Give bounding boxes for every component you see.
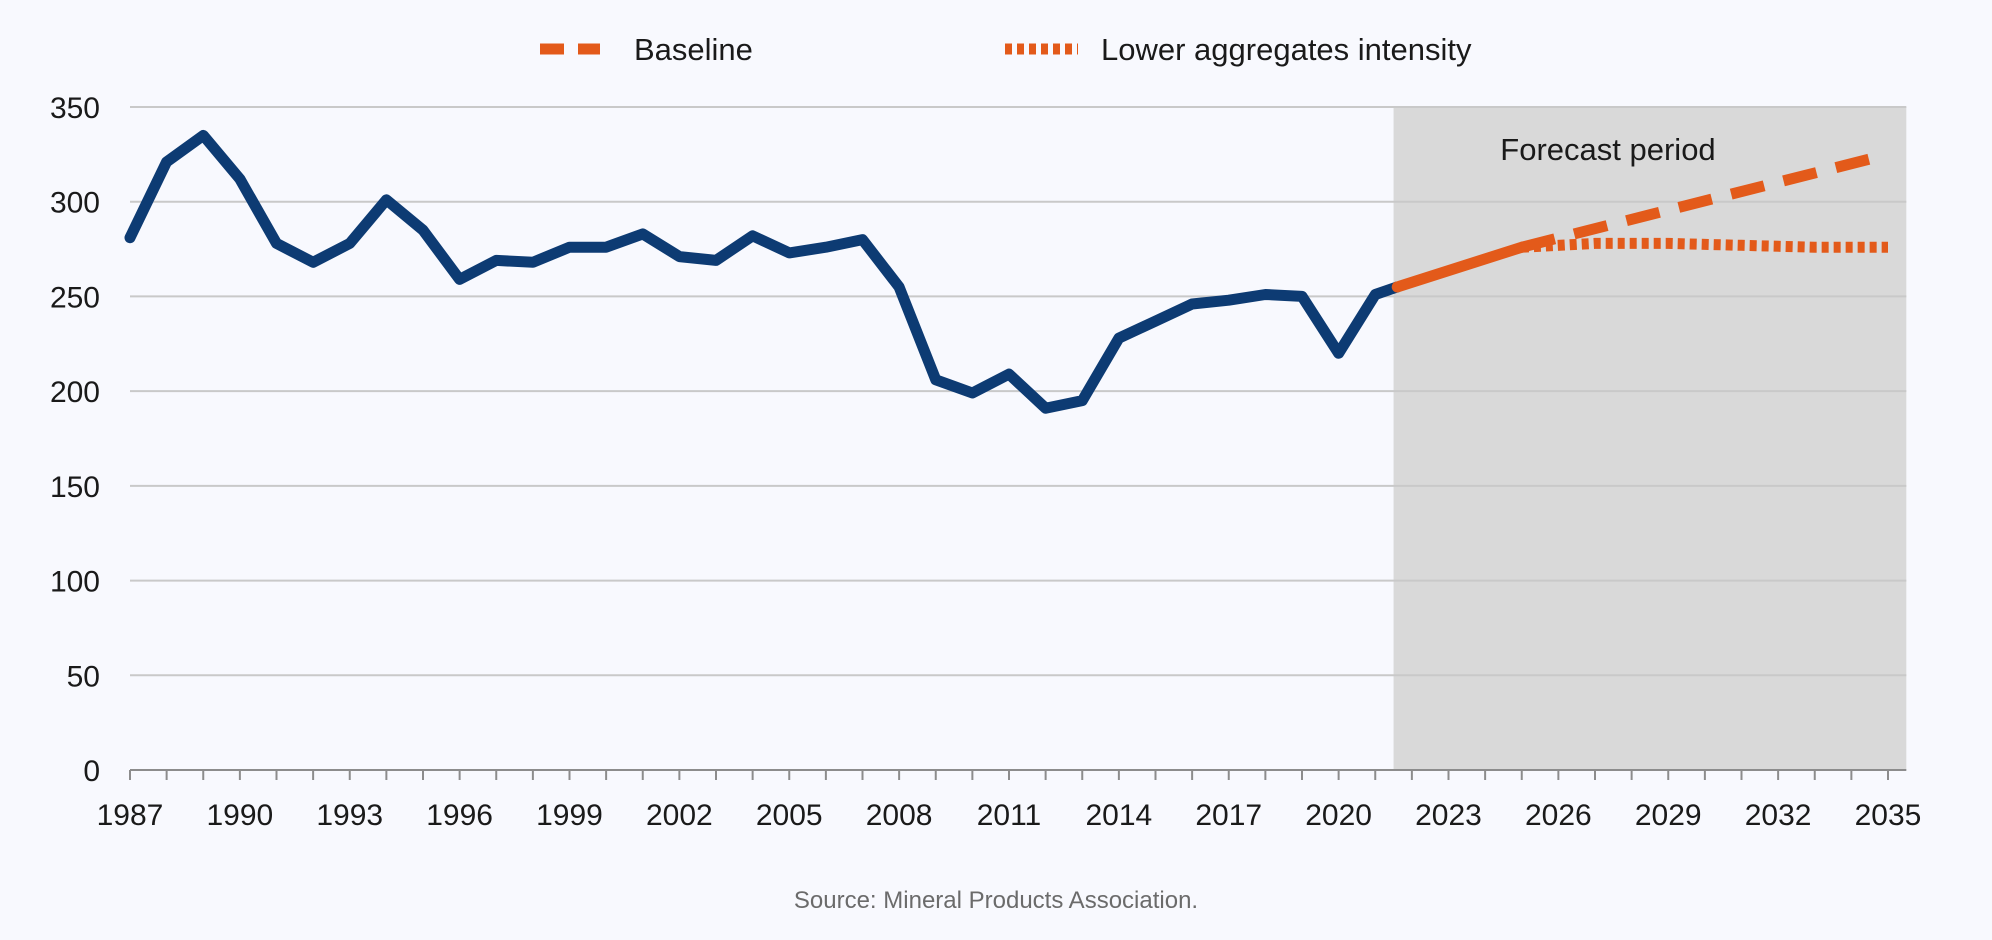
x-tick-label-2011: 2011 xyxy=(977,799,1042,832)
x-tick-label-2002: 2002 xyxy=(646,799,713,832)
x-tick-label-1996: 1996 xyxy=(426,799,493,832)
source-note: Source: Mineral Products Association. xyxy=(794,887,1198,914)
x-tick-label-2029: 2029 xyxy=(1635,799,1702,832)
series-line-baseline xyxy=(1520,149,1890,253)
x-tick-label-1990: 1990 xyxy=(207,799,274,832)
x-tick-label-1993: 1993 xyxy=(316,799,383,832)
y-tick-label-50: 50 xyxy=(67,660,100,693)
y-tick-label-150: 150 xyxy=(50,471,100,504)
x-tick-label-2014: 2014 xyxy=(1086,799,1153,832)
x-tick-label-2005: 2005 xyxy=(756,799,823,832)
series-line-lower-aggregates-intensity xyxy=(1521,237,1888,253)
x-tick-label-2032: 2032 xyxy=(1745,799,1812,832)
x-tick-label-1987: 1987 xyxy=(97,799,164,832)
y-tick-label-0: 0 xyxy=(83,755,100,788)
x-tick-label-2008: 2008 xyxy=(866,799,933,832)
x-tick-label-2017: 2017 xyxy=(1195,799,1262,832)
forecast-region xyxy=(1393,107,1907,770)
legend-label-lower-aggregates-intensity: Lower aggregates intensity xyxy=(1101,32,1472,67)
y-tick-label-300: 300 xyxy=(50,187,100,220)
y-tick-label-200: 200 xyxy=(50,376,100,409)
series-line-series-0 xyxy=(124,129,1403,414)
plot-area: 0 50 100 150 200 250 300 350 1987 1990 1993 1996 199… xyxy=(50,92,1921,832)
x-tick-label-2035: 2035 xyxy=(1855,799,1922,832)
series-line-series-1 xyxy=(1391,241,1528,293)
x-tick-label-2020: 2020 xyxy=(1305,799,1372,832)
x-tick-label-2026: 2026 xyxy=(1525,799,1592,832)
x-tick-label-2023: 2023 xyxy=(1415,799,1482,832)
legend: Baseline Lower aggregates intensity xyxy=(540,32,1472,67)
y-tick-label-250: 250 xyxy=(50,281,100,314)
y-tick-label-100: 100 xyxy=(50,566,100,599)
legend-label-baseline: Baseline xyxy=(634,32,753,67)
forecast-period-label: Forecast period xyxy=(1500,132,1715,167)
y-tick-label-350: 350 xyxy=(50,92,100,125)
x-tick-label-1999: 1999 xyxy=(536,799,603,832)
